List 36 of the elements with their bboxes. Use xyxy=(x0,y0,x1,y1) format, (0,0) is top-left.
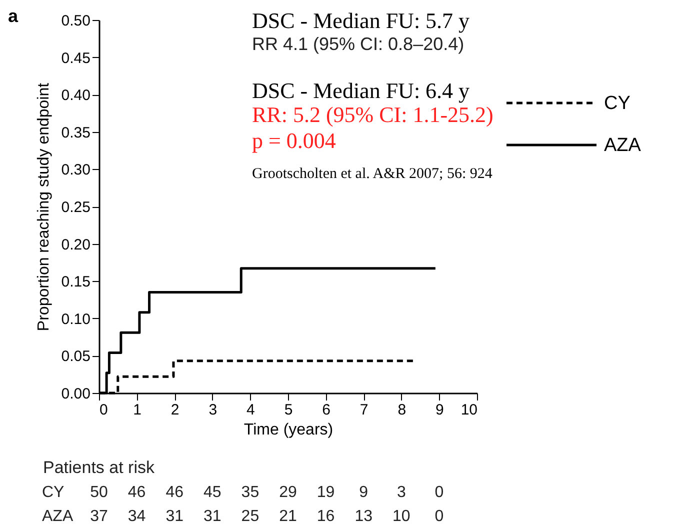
x-tick-label: 9 xyxy=(436,402,444,418)
y-tick-label: 0.35 xyxy=(61,124,90,142)
annotation: p = 0.004 xyxy=(252,128,336,153)
y-tick-label: 0.20 xyxy=(61,236,90,254)
x-tick-label: 0 xyxy=(100,402,108,418)
y-tick-label: 0.05 xyxy=(61,348,90,366)
text: Patients at risk xyxy=(43,458,155,477)
y-tick-label: 0.50 xyxy=(61,12,90,30)
text: a xyxy=(8,6,19,26)
x-tick-label: 10 xyxy=(460,402,478,418)
x-tick-label: 3 xyxy=(208,402,218,418)
legend-label: AZA xyxy=(604,135,642,156)
y-tick-label: 0.25 xyxy=(61,199,90,216)
x-tick-label: 8 xyxy=(398,402,406,418)
y-axis-title: Proportion reaching study endpoint xyxy=(35,82,52,332)
x-tick-label: 4 xyxy=(246,402,255,418)
y-tick-label: 0.30 xyxy=(61,162,90,179)
y-tick-label: 0.40 xyxy=(61,87,90,104)
x-tick-label: 2 xyxy=(170,402,180,418)
annotation: Grootscholten et al. A&R 2007; 56: 924 xyxy=(252,166,493,182)
x-tick-label: 1 xyxy=(133,402,142,418)
text: CY 50 46 46 45 35 29 19 9 3 0 xyxy=(42,484,444,501)
y-tick-label: 0.15 xyxy=(61,274,90,291)
y-tick-label: 0.45 xyxy=(61,50,90,67)
legend-label: CY xyxy=(604,93,631,114)
x-tick-label: 6 xyxy=(322,402,330,418)
x-tick-label: 7 xyxy=(360,402,368,418)
y-tick-label: 0.10 xyxy=(61,310,90,328)
annotation: DSC - Median FU: 6.4 y xyxy=(252,78,470,103)
text: AZA 37 34 31 31 25 21 16 13 10 0 xyxy=(42,508,444,525)
annotation: RR: 5.2 (95% CI: 1.1-25.2) xyxy=(252,102,494,127)
x-tick-label: 5 xyxy=(284,402,293,418)
annotation: RR 4.1 (95% CI: 0.8–20.4) xyxy=(252,34,464,54)
x-axis-title: Time (years) xyxy=(244,422,334,438)
annotation: DSC - Median FU: 5.7 y xyxy=(252,8,470,33)
y-tick-label: 0.00 xyxy=(61,386,90,402)
